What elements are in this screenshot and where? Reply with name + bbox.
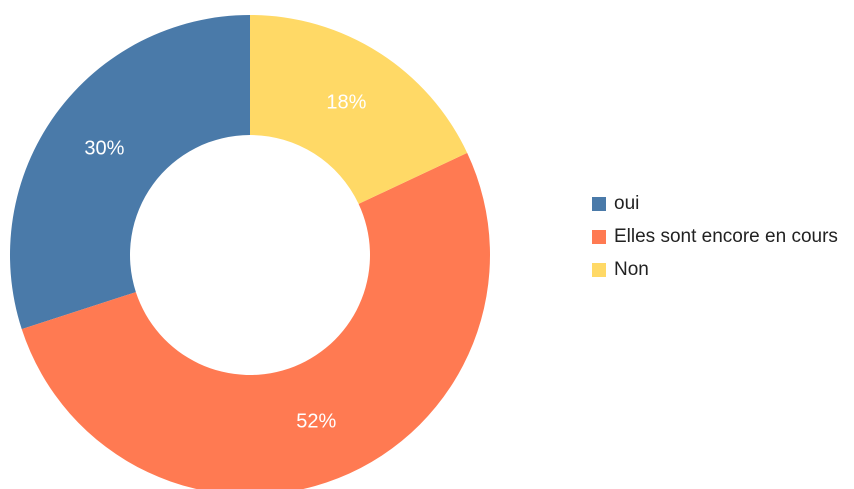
donut-slice xyxy=(250,15,468,204)
legend-label: oui xyxy=(614,193,640,214)
legend-label: Non xyxy=(614,259,649,280)
legend-swatch xyxy=(592,197,606,211)
legend: oui Elles sont encore en cours Non xyxy=(592,192,842,291)
legend-item: oui xyxy=(592,192,842,215)
legend-item: Elles sont encore en cours xyxy=(592,225,842,248)
donut-slice xyxy=(10,15,250,330)
donut-slice xyxy=(21,152,490,489)
legend-label: Elles sont encore en cours xyxy=(614,226,838,247)
legend-item: Non xyxy=(592,258,842,281)
legend-swatch xyxy=(592,230,606,244)
legend-swatch xyxy=(592,263,606,277)
data-label: 18% xyxy=(326,91,366,113)
data-label: 52% xyxy=(296,411,336,433)
data-label: 30% xyxy=(84,137,124,159)
